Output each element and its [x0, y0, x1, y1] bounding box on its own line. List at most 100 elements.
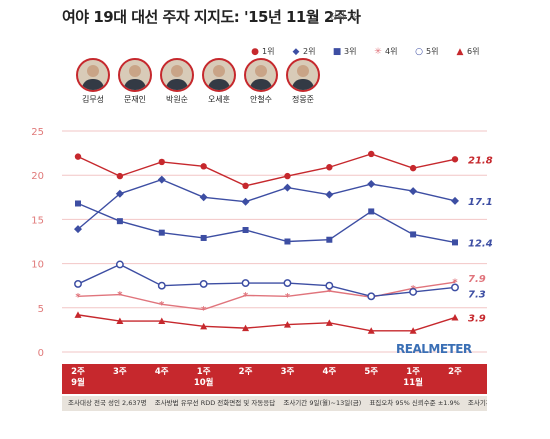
footer-item: 표집오차 95% 신뢰수준 ±1.9%	[369, 399, 460, 407]
data-point	[451, 283, 459, 292]
data-label: 17.1	[468, 197, 493, 208]
x-tick-label: 5주	[356, 367, 386, 378]
legend-label: 1위	[262, 47, 275, 56]
candidate-name: 안철수	[249, 95, 273, 104]
unit-label: 단위: %	[330, 12, 358, 21]
data-label: 7.3	[468, 289, 486, 300]
x-tick-label: 1주 10월	[189, 367, 219, 389]
legend-label: 3위	[344, 47, 357, 56]
data-point	[452, 239, 458, 246]
data-point	[451, 314, 459, 321]
data-point	[241, 197, 250, 206]
data-point	[199, 279, 208, 288]
footer-item: 조사대상 전국 성인 2,637명	[68, 399, 147, 407]
x-tick-week: 4주	[154, 367, 169, 377]
circle-filled-icon: ●	[251, 47, 259, 57]
asterisk-icon: ✳	[374, 47, 382, 57]
data-point	[157, 175, 166, 184]
data-point	[283, 279, 292, 287]
data-point	[200, 234, 207, 241]
data-point	[284, 172, 291, 180]
data-point	[241, 279, 250, 287]
candidate-6: 정몽준	[284, 58, 322, 105]
legend-item-1: ● 1위	[250, 46, 274, 57]
data-point	[326, 236, 333, 243]
x-tick-week: 1주	[196, 367, 211, 377]
data-point	[410, 231, 417, 238]
data-point	[326, 164, 333, 171]
data-point: *	[452, 278, 458, 289]
data-point: *	[243, 291, 249, 302]
data-point	[115, 260, 124, 269]
survey-footer: 조사대상 전국 성인 2,637명 조사방법 유무선 RDD 전화면접 및 자동…	[62, 396, 487, 411]
data-point	[242, 182, 249, 190]
candidate-1: 김무성	[74, 58, 112, 105]
legend-item-4: ✳ 4위	[373, 46, 397, 57]
data-point: *	[201, 305, 207, 316]
candidate-name: 문재인	[123, 95, 147, 104]
series-line	[77, 178, 456, 230]
data-point	[284, 238, 291, 245]
data-point: *	[285, 292, 291, 303]
legend-item-6: ▲ 6위	[455, 46, 480, 57]
circle-open-icon: ○	[415, 47, 423, 57]
data-point	[242, 227, 249, 234]
series-line	[77, 263, 456, 298]
data-point	[75, 200, 81, 207]
diamond-icon: ◆	[292, 47, 300, 57]
x-tick-week: 1주	[406, 367, 420, 377]
data-point	[368, 208, 375, 215]
data-point	[74, 225, 82, 234]
data-label: 3.9	[468, 314, 486, 325]
data-point	[325, 281, 334, 290]
x-tick-label: 2주	[440, 367, 470, 378]
data-point	[200, 322, 208, 330]
data-point	[451, 156, 459, 163]
x-tick-label: 4주	[314, 367, 344, 378]
data-point	[115, 189, 124, 198]
data-point	[367, 292, 376, 301]
avatar	[286, 58, 320, 92]
avatar	[118, 58, 152, 92]
candidate-2: 문재인	[116, 58, 154, 105]
chart-title: 여야 19대 대선 주자 지지도: '15년 11월 2주차	[62, 8, 361, 26]
brand-logo: REALMETER	[396, 342, 472, 356]
data-point	[242, 324, 250, 332]
candidate-photos: 김무성 문재인 박원순 오세훈 안철수 정몽준	[72, 58, 332, 108]
data-point	[409, 327, 417, 334]
series-line	[77, 281, 456, 311]
y-tick-label: 0	[38, 348, 44, 359]
data-point	[367, 180, 376, 189]
series-line	[77, 314, 456, 332]
legend-label: 6위	[467, 47, 480, 56]
data-point	[325, 190, 334, 199]
x-tick-week: 3주	[113, 367, 127, 377]
candidate-name: 정몽준	[291, 95, 315, 104]
data-point	[283, 183, 292, 192]
candidate-3: 박원순	[158, 58, 196, 105]
data-point	[367, 327, 375, 334]
legend: ● 1위 ◆ 2위 ■ 3위 ✳ 4위 ○ 5위 ▲ 6위	[250, 46, 495, 60]
data-point	[451, 196, 459, 205]
legend-label: 5위	[426, 47, 439, 56]
data-point	[158, 317, 166, 325]
data-point: *	[75, 292, 81, 303]
x-tick-label: 2주 9월	[63, 367, 93, 389]
data-point	[325, 319, 333, 326]
y-tick-label: 20	[31, 171, 44, 182]
avatar	[202, 58, 236, 92]
x-tick-month: 10월	[193, 378, 214, 388]
triangle-icon: ▲	[456, 47, 464, 57]
data-point	[157, 281, 166, 290]
y-tick-label: 25	[31, 127, 44, 138]
x-axis-bar: 2주 9월 3주 4주 1주 10월 2주 3주 4주 5주 1주 11월 2주	[62, 364, 487, 394]
data-label: 21.8	[468, 155, 493, 166]
data-point	[158, 229, 165, 236]
data-point	[200, 163, 207, 170]
avatar	[244, 58, 278, 92]
data-point: *	[159, 300, 165, 311]
data-point	[116, 172, 124, 180]
legend-item-3: ■ 3위	[332, 46, 357, 57]
x-tick-week: 4주	[322, 367, 337, 377]
data-point	[368, 150, 375, 158]
